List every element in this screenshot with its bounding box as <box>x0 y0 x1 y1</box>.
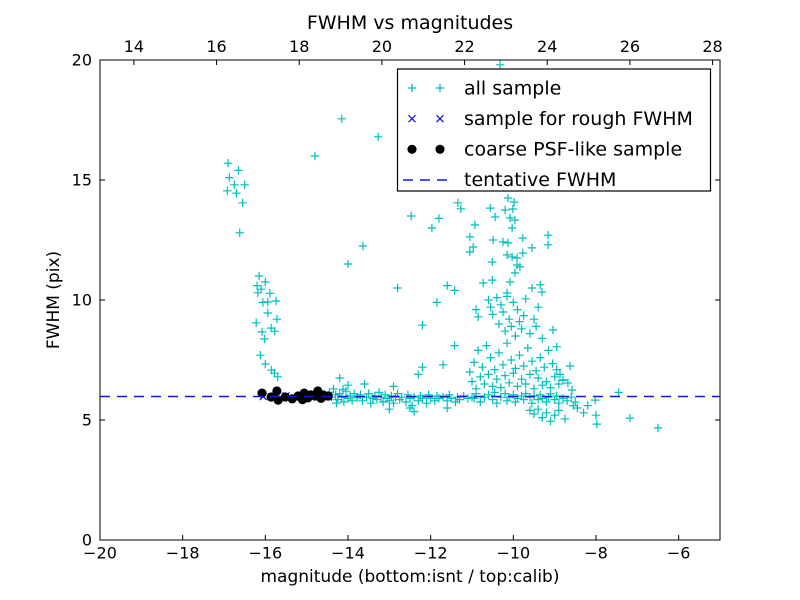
x-tick-label: −10 <box>496 544 530 563</box>
coarse-psf-dot <box>272 386 282 396</box>
x-top-tick-label: 14 <box>124 37 144 56</box>
legend-label-all-sample: all sample <box>464 78 561 100</box>
x-tick-label: −12 <box>414 544 448 563</box>
x-tick-label: −8 <box>584 544 608 563</box>
axes-spines <box>99 59 721 541</box>
y-axis-label: FWHM (pix) <box>44 251 64 349</box>
axis-ticks: −20 −18 −16 −14 −12 −10 −8 −6 14 16 18 20 22 24 26 28 0 5… <box>72 37 723 563</box>
y-tick-label: 0 <box>82 531 92 550</box>
x-top-tick-label: 26 <box>620 37 640 56</box>
x-tick-label: −16 <box>248 544 282 563</box>
legend-label-tentative-fwhm: tentative FWHM <box>464 169 616 191</box>
coarse-psf-sample-points <box>257 386 333 405</box>
legend-plus-marker-icon <box>407 83 445 93</box>
x-top-tick-label: 22 <box>454 37 474 56</box>
legend-label-rough-fwhm: sample for rough FWHM <box>464 108 693 130</box>
coarse-psf-dot <box>273 395 283 405</box>
x-tick-label: −18 <box>166 544 200 563</box>
x-tick-label: −6 <box>667 544 691 563</box>
y-tick-label: 20 <box>72 51 92 70</box>
coarse-psf-dot <box>257 388 267 398</box>
x-tick-label: −14 <box>331 544 365 563</box>
legend-label-coarse-psf: coarse PSF-like sample <box>464 139 682 161</box>
data-points <box>100 60 720 433</box>
legend-box <box>396 68 712 192</box>
legend-dot-marker-icon <box>407 144 417 154</box>
x-top-tick-label: 28 <box>702 37 722 56</box>
coarse-psf-dot <box>280 392 290 402</box>
x-top-tick-label: 18 <box>289 37 309 56</box>
y-tick-label: 5 <box>82 411 92 430</box>
y-tick-label: 15 <box>72 171 92 190</box>
legend-dot-marker2-icon <box>435 144 445 154</box>
x-axis-label: magnitude (bottom:isnt / top:calib) <box>261 567 560 587</box>
legend-x-marker-icon <box>408 114 444 123</box>
x-tick-label: −20 <box>83 544 117 563</box>
x-top-tick-label: 20 <box>372 37 392 56</box>
legend: all sample sample for rough FWHM coarse … <box>396 68 712 192</box>
y-tick-label: 10 <box>72 291 92 310</box>
x-top-tick-label: 16 <box>206 37 226 56</box>
chart-title: FWHM vs magnitudes <box>307 12 513 34</box>
x-top-tick-label: 24 <box>537 37 557 56</box>
